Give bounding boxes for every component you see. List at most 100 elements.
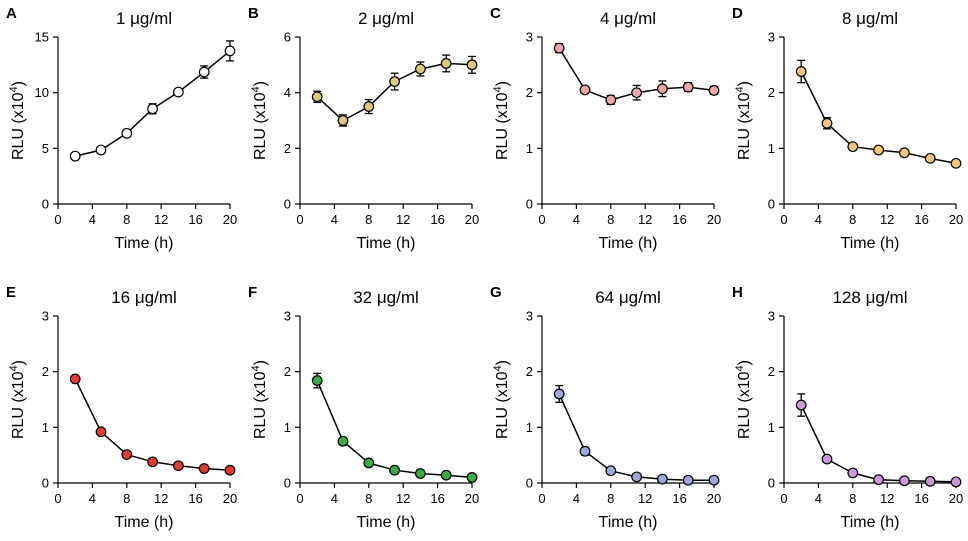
y-axis-title-suffix: ) bbox=[736, 360, 753, 365]
y-tick-label: 0 bbox=[768, 197, 775, 212]
y-axis-title-main: RLU (x10 bbox=[494, 371, 511, 439]
x-tick-label: 8 bbox=[365, 212, 372, 227]
data-point bbox=[899, 475, 910, 487]
y-axis-title-main: RLU (x10 bbox=[736, 371, 753, 439]
y-axis-title-exponent: 4 bbox=[492, 365, 504, 371]
x-tick-label: 0 bbox=[780, 212, 787, 227]
data-point bbox=[311, 91, 323, 103]
x-tick-label: 16 bbox=[188, 212, 202, 227]
panel-title: 8 μg/ml bbox=[842, 9, 898, 28]
x-axis-title: Time (h) bbox=[599, 235, 658, 252]
y-tick-label: 1 bbox=[526, 420, 533, 435]
data-point bbox=[440, 58, 452, 69]
y-tick-label: 0 bbox=[284, 476, 291, 491]
panel-title: 2 μg/ml bbox=[358, 9, 414, 28]
x-tick-label: 12 bbox=[880, 212, 894, 227]
y-tick-label: 0 bbox=[526, 476, 533, 491]
data-point bbox=[795, 66, 807, 77]
y-tick-label: 3 bbox=[526, 30, 533, 45]
data-point bbox=[415, 63, 426, 75]
y-tick-label: 3 bbox=[284, 309, 291, 324]
x-tick-label: 8 bbox=[849, 491, 856, 506]
panel-letter: H bbox=[732, 284, 743, 301]
x-tick-label: 4 bbox=[573, 491, 580, 506]
data-point bbox=[172, 86, 184, 98]
data-point bbox=[553, 388, 565, 400]
panel-title: 64 μg/ml bbox=[595, 288, 661, 307]
y-axis-title-exponent: 4 bbox=[734, 365, 746, 371]
data-point bbox=[605, 94, 617, 106]
x-tick-label: 8 bbox=[607, 491, 614, 506]
y-tick-label: 0 bbox=[42, 197, 49, 212]
data-point bbox=[172, 460, 184, 472]
x-tick-label: 0 bbox=[538, 212, 545, 227]
y-tick-label: 2 bbox=[42, 364, 49, 379]
y-axis-title: RLU (x104) bbox=[492, 81, 511, 160]
x-tick-label: 12 bbox=[396, 212, 410, 227]
y-tick-label: 3 bbox=[42, 309, 49, 324]
data-point bbox=[440, 469, 452, 481]
data-point bbox=[69, 373, 81, 385]
x-tick-label: 8 bbox=[123, 491, 130, 506]
data-point bbox=[821, 453, 833, 465]
data-point bbox=[198, 66, 210, 78]
x-tick-label: 20 bbox=[707, 212, 721, 227]
y-tick-label: 3 bbox=[768, 30, 775, 45]
x-tick-label: 16 bbox=[914, 212, 928, 227]
panel-title: 32 μg/ml bbox=[353, 288, 419, 307]
data-point bbox=[605, 465, 617, 477]
data-point bbox=[657, 83, 668, 95]
data-point bbox=[466, 472, 478, 483]
y-tick-label: 3 bbox=[768, 309, 775, 324]
y-tick-label: 2 bbox=[526, 364, 533, 379]
series-line bbox=[316, 380, 473, 479]
y-tick-label: 1 bbox=[768, 420, 775, 435]
y-axis-title-main: RLU (x10 bbox=[494, 92, 511, 160]
panel-letter: B bbox=[248, 5, 259, 22]
panel-title: 128 μg/ml bbox=[833, 288, 908, 307]
x-tick-label: 16 bbox=[188, 491, 202, 506]
y-tick-label: 3 bbox=[526, 309, 533, 324]
y-axis-title: RLU (x104) bbox=[8, 81, 27, 160]
data-point bbox=[873, 474, 884, 486]
y-tick-label: 0 bbox=[768, 476, 775, 491]
x-tick-label: 12 bbox=[154, 491, 168, 506]
x-tick-label: 20 bbox=[465, 491, 479, 506]
data-point bbox=[873, 144, 884, 156]
y-axis-title: RLU (x104) bbox=[250, 360, 269, 439]
data-point bbox=[924, 475, 936, 487]
data-point bbox=[657, 473, 668, 485]
y-axis-title-suffix: ) bbox=[252, 360, 269, 365]
x-tick-label: 16 bbox=[430, 491, 444, 506]
y-axis-title-main: RLU (x10 bbox=[10, 371, 27, 439]
x-tick-label: 20 bbox=[949, 491, 963, 506]
x-tick-label: 20 bbox=[707, 491, 721, 506]
y-axis-title-exponent: 4 bbox=[8, 365, 20, 371]
x-tick-label: 4 bbox=[815, 212, 822, 227]
data-point bbox=[415, 468, 426, 479]
x-tick-label: 8 bbox=[607, 212, 614, 227]
x-tick-label: 16 bbox=[672, 212, 686, 227]
y-axis-title: RLU (x104) bbox=[8, 360, 27, 439]
y-axis-title-suffix: ) bbox=[252, 81, 269, 86]
x-tick-label: 12 bbox=[880, 491, 894, 506]
x-axis-title: Time (h) bbox=[599, 514, 658, 531]
y-tick-label: 5 bbox=[42, 141, 49, 156]
x-tick-label: 16 bbox=[672, 491, 686, 506]
x-tick-label: 8 bbox=[123, 212, 130, 227]
panel-title: 4 μg/ml bbox=[600, 9, 656, 28]
data-point bbox=[631, 87, 642, 99]
y-tick-label: 2 bbox=[768, 85, 775, 100]
x-tick-label: 0 bbox=[296, 491, 303, 506]
x-axis-title: Time (h) bbox=[115, 514, 174, 531]
panel-title: 16 μg/ml bbox=[111, 288, 177, 307]
y-axis-title-main: RLU (x10 bbox=[252, 371, 269, 439]
x-tick-label: 20 bbox=[223, 212, 237, 227]
data-point bbox=[924, 152, 936, 164]
y-axis-title-main: RLU (x10 bbox=[736, 92, 753, 160]
